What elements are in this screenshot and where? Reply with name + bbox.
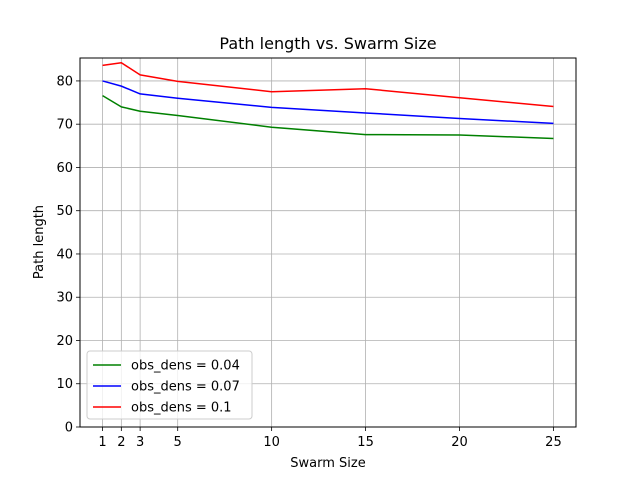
x-tick-label: 5 bbox=[174, 435, 182, 450]
series-lines bbox=[102, 62, 554, 140]
series-line-3 bbox=[102, 62, 554, 108]
y-tick-label: 60 bbox=[56, 161, 73, 176]
series-line-2 bbox=[102, 80, 554, 125]
x-tick-label: 20 bbox=[451, 435, 468, 450]
x-tick-label: 10 bbox=[263, 435, 280, 450]
x-tick-label: 3 bbox=[136, 435, 144, 450]
y-tick-label: 70 bbox=[56, 118, 73, 133]
y-tick-label: 80 bbox=[56, 74, 73, 89]
legend-label: obs_dens = 0.1 bbox=[131, 401, 232, 416]
x-axis-label: Swarm Size bbox=[290, 456, 365, 471]
y-tick-label: 10 bbox=[56, 377, 73, 392]
x-tick-label: 25 bbox=[545, 435, 562, 450]
x-axis-ticks: 1 2 3 5 10 15 20 25 bbox=[98, 427, 562, 450]
legend: obs_dens = 0.04 obs_dens = 0.07 obs_dens =… bbox=[86, 350, 253, 420]
legend-box bbox=[86, 350, 253, 420]
y-tick-label: 30 bbox=[56, 291, 73, 306]
chart-title: Path length vs. Swarm Size bbox=[219, 34, 436, 53]
x-tick-label: 1 bbox=[98, 435, 106, 450]
y-tick-label: 20 bbox=[56, 334, 73, 349]
y-tick-label: 50 bbox=[56, 204, 73, 219]
plot-area-frame bbox=[79, 57, 577, 428]
x-tick-label: 2 bbox=[117, 435, 125, 450]
y-axis-label: Path length bbox=[32, 205, 47, 279]
legend-label: obs_dens = 0.04 bbox=[131, 359, 240, 374]
x-tick-label: 15 bbox=[357, 435, 374, 450]
y-tick-label: 0 bbox=[65, 421, 73, 436]
y-axis-ticks: 0 10 20 30 40 50 60 70 80 bbox=[56, 74, 80, 436]
y-tick-label: 40 bbox=[56, 247, 73, 262]
legend-label: obs_dens = 0.07 bbox=[131, 380, 240, 395]
series-line-1 bbox=[102, 94, 554, 140]
